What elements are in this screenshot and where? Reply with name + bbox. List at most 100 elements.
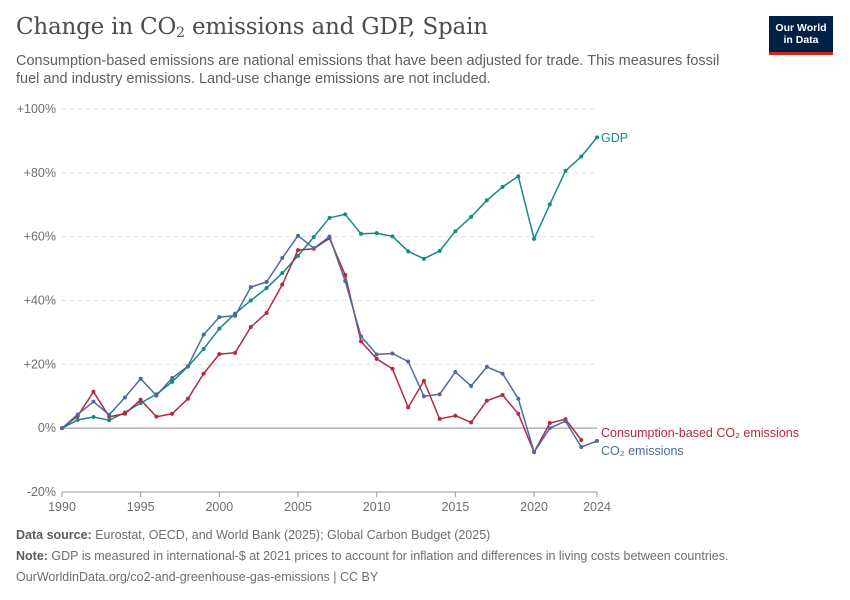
data-point: [185, 364, 190, 369]
series-labels: GDP Consumption-based CO₂ emissions CO₂ em…: [601, 131, 799, 458]
data-point: [500, 184, 505, 189]
data-point: [233, 350, 238, 355]
series-line-1: [61, 237, 582, 453]
y-tick-label: +40%: [24, 294, 56, 308]
owid-logo[interactable]: Our World in Data: [769, 16, 833, 55]
data-point: [595, 438, 599, 443]
data-point: [107, 412, 112, 417]
x-tick-label: 2024: [583, 500, 611, 514]
data-point: [516, 396, 521, 401]
y-tick-label: +60%: [24, 230, 56, 244]
data-point: [280, 271, 285, 276]
data-point: [421, 394, 426, 399]
chart-title: Change in CO2 emissions and GDP, Spain: [16, 14, 488, 41]
data-point: [248, 324, 253, 329]
data-point: [75, 412, 80, 417]
data-point: [75, 417, 80, 422]
data-point: [91, 414, 96, 419]
data-point: [217, 352, 222, 357]
data-point: [437, 249, 442, 254]
x-tick-label: 1990: [48, 500, 76, 514]
data-point: [532, 450, 537, 455]
data-point: [233, 313, 238, 318]
data-point: [516, 174, 521, 179]
data-point: [358, 231, 363, 236]
data-point: [469, 214, 474, 219]
data-point: [91, 389, 96, 394]
data-point: [484, 364, 489, 369]
data-point: [547, 202, 552, 207]
data-point: [469, 420, 474, 425]
data-point: [138, 376, 143, 381]
data-point: [374, 352, 379, 357]
data-point: [138, 397, 143, 402]
data-point: [390, 351, 395, 356]
data-point: [311, 234, 316, 239]
grid-lines: [62, 108, 597, 493]
y-tick-label: +100%: [17, 102, 56, 116]
data-point: [264, 310, 269, 315]
data-point: [484, 398, 489, 403]
data-point: [154, 414, 159, 419]
data-point: [280, 282, 285, 287]
series-label: Consumption-based CO₂ emissions: [601, 426, 799, 440]
chart-subtitle: Consumption-based emissions are national…: [16, 53, 720, 87]
series-line-2: [61, 234, 598, 453]
data-point: [170, 376, 175, 381]
data-point: [327, 234, 332, 239]
series-line-0: [61, 136, 598, 429]
data-point: [296, 253, 301, 258]
data-point: [296, 248, 301, 253]
data-point: [264, 279, 269, 284]
data-point: [311, 246, 316, 251]
data-point: [343, 272, 348, 277]
y-axis: -20% 0% +20% +40% +60% +80% +100%: [17, 102, 56, 499]
data-point: [201, 332, 206, 337]
data-point: [437, 416, 442, 421]
data-point: [500, 371, 505, 376]
data-point: [469, 384, 474, 389]
data-point: [595, 135, 599, 140]
data-point: [358, 339, 363, 344]
y-tick-label: +20%: [24, 357, 56, 371]
data-point: [358, 334, 363, 339]
data-point: [122, 411, 127, 416]
data-point: [421, 256, 426, 261]
data-point: [91, 399, 96, 404]
x-tick-label: 2010: [363, 500, 391, 514]
data-point: [500, 392, 505, 397]
data-point: [563, 419, 568, 424]
data-point: [406, 359, 411, 364]
y-tick-label: -20%: [27, 485, 56, 499]
y-tick-label: 0%: [38, 421, 56, 435]
data-point: [296, 233, 301, 238]
data-point: [453, 369, 458, 374]
data-point: [122, 395, 127, 400]
data-point: [201, 347, 206, 352]
data-point: [217, 315, 222, 320]
data-point: [248, 285, 253, 290]
x-tick-label: 2015: [441, 500, 469, 514]
x-tick-label: 2000: [205, 500, 233, 514]
chart-note: Note: GDP is measured in international-$…: [16, 549, 729, 563]
data-point: [343, 279, 348, 284]
data-point: [170, 411, 175, 416]
y-tick-label: +80%: [24, 166, 56, 180]
data-point: [547, 421, 552, 426]
source-url[interactable]: OurWorldinData.org/co2-and-greenhouse-ga…: [16, 570, 379, 584]
data-point: [453, 413, 458, 418]
data-point: [280, 256, 285, 261]
data-point: [437, 392, 442, 397]
data-point: [201, 371, 206, 376]
data-point: [154, 393, 159, 398]
data-source: Data source: Eurostat, OECD, and World B…: [16, 528, 491, 542]
series-lines: [60, 135, 599, 455]
data-point: [406, 405, 411, 410]
data-point: [248, 298, 253, 303]
logo-line-2: in Data: [783, 34, 819, 46]
logo-line-1: Our World: [775, 22, 827, 34]
data-point: [579, 437, 584, 442]
data-point: [343, 212, 348, 217]
x-tick-label: 2005: [284, 500, 312, 514]
